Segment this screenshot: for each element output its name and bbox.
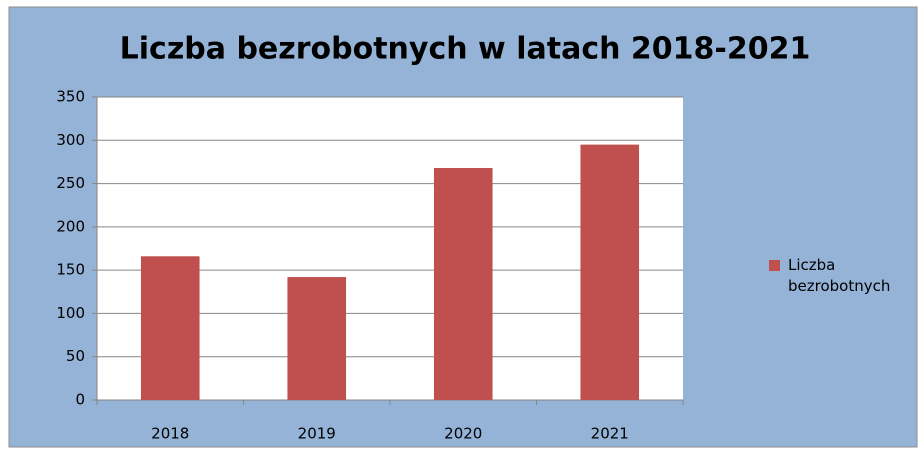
- x-tick-label: 2021: [591, 425, 629, 443]
- y-tick-label: 100: [56, 304, 85, 322]
- chart-title: Liczba bezrobotnych w latach 2018-2021: [120, 32, 811, 67]
- y-tick-label: 350: [56, 88, 85, 106]
- x-tick-label: 2019: [298, 425, 336, 443]
- y-tick-label: 0: [75, 391, 85, 409]
- y-tick-label: 150: [56, 261, 85, 279]
- bar: [580, 144, 640, 400]
- bar: [433, 167, 493, 400]
- legend-label: Liczba bezrobotnych: [788, 256, 891, 295]
- y-tick-label: 200: [56, 217, 85, 235]
- x-tick-label: 2018: [151, 425, 189, 443]
- bar: [140, 256, 200, 400]
- y-tick-label: 50: [66, 347, 85, 365]
- y-tick-label: 300: [56, 131, 85, 149]
- legend-swatch: [769, 260, 780, 271]
- bar: [287, 277, 347, 400]
- y-tick-label: 250: [56, 174, 85, 192]
- x-tick-label: 2020: [444, 425, 482, 443]
